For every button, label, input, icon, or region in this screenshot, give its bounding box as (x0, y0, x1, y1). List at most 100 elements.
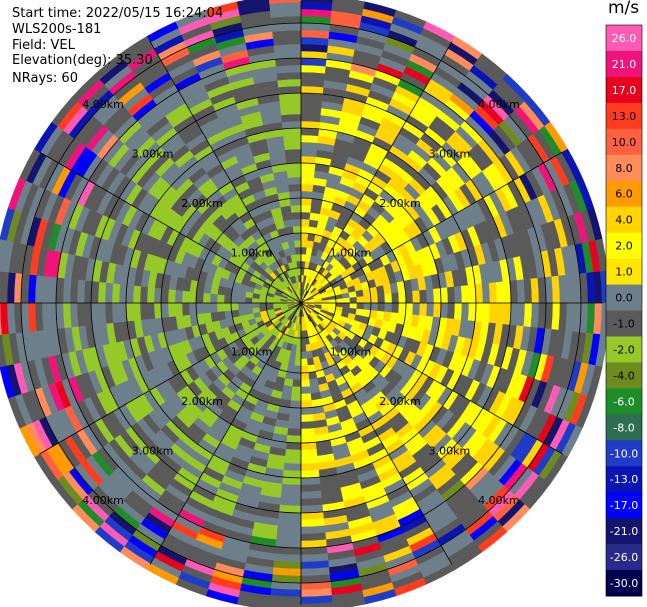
range-gate-cell (276, 71, 302, 81)
range-gate-cell (300, 148, 318, 158)
range-gate-cell (300, 560, 330, 570)
range-gate-cell (300, 162, 316, 171)
range-gate-cell (281, 113, 302, 123)
range-gate-cell (209, 293, 218, 304)
range-gate-cell (300, 393, 312, 402)
range-gate-cell (300, 64, 327, 74)
range-gate-cell (132, 302, 142, 321)
range-gate-cell (294, 239, 302, 248)
colorbar-tick-label: -13.0 (610, 473, 638, 486)
range-gate-cell (41, 302, 51, 331)
range-gate-cell (285, 155, 302, 164)
range-gate-cell (300, 232, 309, 241)
range-gate-cell (195, 291, 204, 304)
colorbar-tick-label: -8.0 (613, 421, 634, 434)
range-ring-label: 2.00km (379, 395, 421, 408)
range-gate-cell (300, 386, 311, 395)
range-gate-cell (296, 260, 302, 269)
colorbar-tick-label: 10.0 (612, 136, 637, 149)
colorbar-tick-label: 21.0 (612, 58, 637, 71)
range-gate-cell (342, 297, 351, 304)
range-gate-cell (294, 351, 302, 360)
range-gate-cell (292, 225, 302, 234)
range-gate-cell (300, 113, 321, 123)
range-gate-cell (290, 204, 302, 213)
range-gate-cell (283, 141, 302, 151)
range-gate-cell (76, 279, 86, 304)
range-ring-label: 4.00km (478, 98, 520, 111)
range-gate-cell (160, 288, 169, 304)
nrays-label: NRays: 60 (12, 71, 78, 86)
colorbar-tick-label: 26.0 (612, 32, 637, 45)
range-ring-label: 4.00km (82, 98, 124, 111)
colorbar-unit-label: m/s (608, 0, 640, 18)
range-gate-cell (370, 294, 379, 304)
colorbar-tick-label: 4.0 (615, 214, 633, 227)
range-gate-cell (300, 337, 306, 346)
range-gate-cell (377, 302, 386, 312)
range-gate-cell (286, 435, 302, 444)
range-gate-cell (300, 525, 326, 535)
range-gate-cell (297, 267, 302, 276)
range-gate-cell (294, 246, 302, 255)
range-gate-cell (300, 553, 329, 563)
range-gate-cell (216, 294, 225, 304)
range-gate-cell (293, 232, 302, 241)
range-gate-cell (335, 298, 344, 304)
range-gate-cell (76, 302, 86, 327)
range-gate-cell (384, 302, 393, 313)
range-gate-cell (34, 274, 44, 304)
colorbar-tick-label: -17.0 (610, 499, 638, 512)
range-gate-cell (289, 197, 302, 206)
colorbar-tick-label: 17.0 (612, 84, 637, 97)
range-gate-cell (272, 36, 302, 46)
colorbar-tick-label: 1.0 (615, 266, 633, 279)
range-gate-cell (292, 379, 302, 388)
range-gate-cell (453, 302, 463, 321)
range-gate-cell (300, 106, 322, 116)
range-gate-cell (426, 288, 435, 304)
range-ring-label: 2.00km (379, 197, 421, 210)
range-gate-cell (300, 246, 308, 255)
range-gate-cell (495, 302, 505, 325)
range-gate-cell (41, 275, 51, 304)
range-gate-cell (523, 278, 533, 304)
range-gate-cell (97, 281, 107, 304)
range-gate-cell (398, 291, 407, 304)
range-gate-cell (300, 428, 316, 437)
range-gate-cell (300, 448, 318, 458)
range-gate-cell (188, 302, 197, 315)
range-gate-cell (272, 302, 281, 307)
range-gate-cell (300, 483, 321, 493)
range-gate-cell (300, 462, 319, 472)
range-gate-cell (446, 286, 456, 304)
colorbar-tick-label: 8.0 (615, 162, 633, 175)
elevation-label: Elevation(deg): 35.30 (12, 53, 153, 68)
range-gate-cell (282, 127, 302, 137)
range-gate-cell (288, 183, 302, 192)
range-gate-cell (558, 274, 568, 304)
range-gate-cell (300, 455, 319, 465)
range-gate-cell (62, 302, 72, 329)
colorbar-tick-label: -30.0 (610, 577, 638, 590)
range-gate-cell (216, 302, 225, 312)
range-gate-cell (289, 190, 302, 199)
range-gate-cell (530, 277, 540, 304)
range-gate-cell (283, 134, 302, 144)
range-gate-cell (412, 290, 421, 304)
range-gate-cell (286, 428, 302, 437)
range-gate-cell (291, 386, 302, 395)
range-gate-cell (209, 302, 218, 313)
range-gate-cell (363, 302, 372, 311)
range-gate-cell (300, 197, 313, 206)
range-gate-cell (488, 282, 498, 304)
range-ring-label: 3.00km (429, 148, 471, 161)
range-gate-cell (292, 372, 302, 381)
range-gate-cell (153, 302, 162, 319)
range-gate-cell (223, 294, 232, 304)
range-gate-cell (282, 469, 302, 479)
colorbar-tick-label: -21.0 (610, 525, 638, 538)
colorbar-tick-label: 13.0 (612, 110, 637, 123)
range-gate-cell (273, 43, 302, 53)
range-ring-label: 1.00km (231, 345, 273, 358)
